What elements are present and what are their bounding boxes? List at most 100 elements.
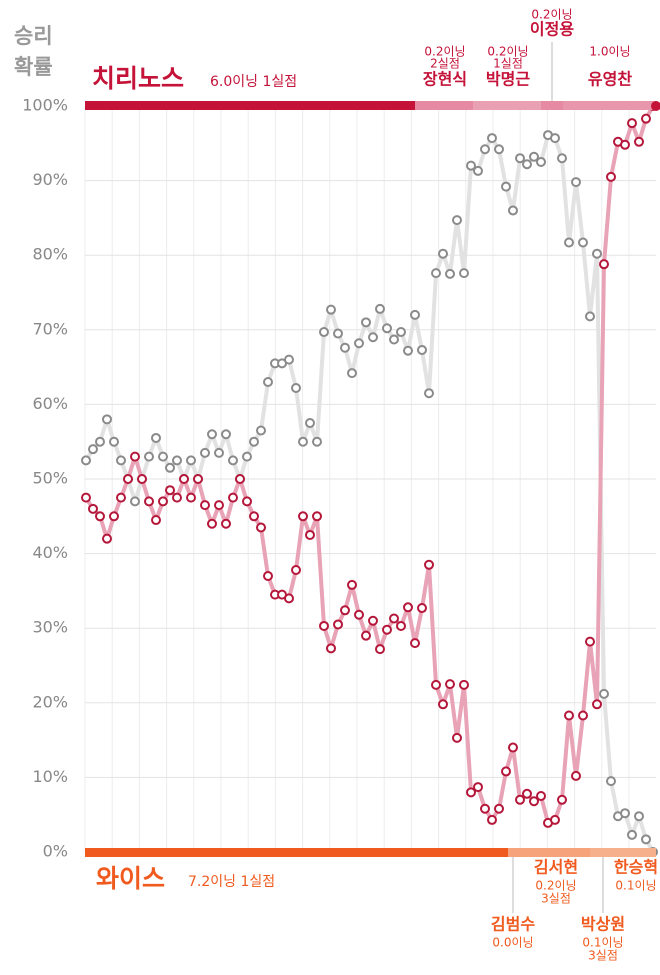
data-point bbox=[396, 327, 406, 338]
data-point bbox=[445, 679, 455, 690]
y-tick-label: 40% bbox=[32, 543, 68, 562]
data-point bbox=[158, 451, 168, 462]
data-point bbox=[438, 248, 448, 259]
y-tick-label: 70% bbox=[32, 319, 68, 338]
reliever-stats: 1.0이닝 bbox=[589, 45, 630, 59]
pitcher-bar bbox=[563, 101, 656, 110]
data-point bbox=[326, 304, 336, 315]
data-point bbox=[88, 503, 98, 514]
data-point bbox=[249, 436, 259, 447]
data-point bbox=[452, 732, 462, 743]
data-point bbox=[207, 518, 217, 529]
reliever-name: 김범수 bbox=[491, 915, 535, 934]
data-point bbox=[417, 603, 427, 614]
data-point bbox=[102, 533, 112, 544]
data-point bbox=[571, 177, 581, 188]
data-point bbox=[284, 354, 294, 365]
data-point bbox=[361, 317, 371, 328]
data-point bbox=[88, 444, 98, 455]
data-point bbox=[634, 811, 644, 822]
data-point bbox=[109, 436, 119, 447]
data-point bbox=[109, 511, 119, 522]
data-point bbox=[165, 462, 175, 473]
data-point bbox=[634, 136, 644, 147]
reliever-stats: 2실점 bbox=[430, 57, 460, 71]
reliever-stats: 0.2이닝 bbox=[535, 879, 576, 893]
data-point bbox=[480, 144, 490, 155]
data-point bbox=[641, 834, 651, 845]
data-point bbox=[263, 377, 273, 388]
data-point bbox=[95, 511, 105, 522]
y-tick-label: 20% bbox=[32, 692, 68, 711]
reliever-name: 박상원 bbox=[581, 915, 625, 934]
data-point bbox=[368, 615, 378, 626]
data-point bbox=[214, 500, 224, 511]
data-point bbox=[641, 113, 651, 124]
data-point bbox=[529, 151, 539, 162]
data-point bbox=[536, 156, 546, 167]
starter-stats: 6.0이닝 1실점 bbox=[210, 74, 297, 90]
y-tick-label: 10% bbox=[32, 767, 68, 786]
data-point bbox=[375, 644, 385, 655]
data-point bbox=[368, 332, 378, 343]
reliever-stats: 0.2이닝 bbox=[531, 8, 572, 22]
data-point bbox=[312, 436, 322, 447]
data-point bbox=[228, 455, 238, 466]
data-point bbox=[564, 237, 574, 248]
data-point bbox=[130, 496, 140, 507]
data-point bbox=[459, 268, 469, 279]
data-point bbox=[620, 808, 630, 819]
data-point bbox=[298, 436, 308, 447]
data-point bbox=[319, 620, 329, 631]
data-point bbox=[228, 492, 238, 503]
data-point bbox=[186, 492, 196, 503]
data-point bbox=[585, 636, 595, 647]
data-point bbox=[361, 630, 371, 641]
data-point bbox=[340, 605, 350, 616]
pitcher-bar bbox=[473, 101, 541, 110]
data-point bbox=[501, 181, 511, 192]
data-point bbox=[312, 511, 322, 522]
data-point bbox=[424, 559, 434, 570]
data-point bbox=[480, 803, 490, 814]
data-point bbox=[284, 593, 294, 604]
data-point bbox=[522, 159, 532, 170]
data-point bbox=[410, 638, 420, 649]
data-point bbox=[592, 699, 602, 710]
data-point bbox=[144, 496, 154, 507]
data-point bbox=[487, 814, 497, 825]
data-point bbox=[466, 160, 476, 171]
data-point bbox=[298, 511, 308, 522]
starter-name: 와이스 bbox=[96, 864, 165, 893]
reliever-name: 김서현 bbox=[534, 858, 578, 877]
data-point bbox=[403, 602, 413, 613]
data-point bbox=[263, 570, 273, 581]
data-point bbox=[214, 447, 224, 458]
data-point bbox=[417, 344, 427, 355]
data-point bbox=[382, 624, 392, 635]
reliever-stats: 0.2이닝 bbox=[487, 45, 528, 59]
data-point bbox=[487, 133, 497, 144]
pitcher-bar bbox=[85, 848, 508, 857]
data-point bbox=[627, 118, 637, 129]
data-point bbox=[445, 268, 455, 279]
data-point bbox=[424, 388, 434, 399]
data-point bbox=[186, 455, 196, 466]
data-point bbox=[515, 794, 525, 805]
data-point bbox=[95, 436, 105, 447]
data-point bbox=[144, 451, 154, 462]
data-point bbox=[459, 679, 469, 690]
data-point bbox=[158, 496, 168, 507]
y-tick-label: 0% bbox=[43, 842, 68, 861]
series-line bbox=[84, 133, 655, 853]
data-point bbox=[578, 237, 588, 248]
reliever-stats: 3실점 bbox=[588, 949, 618, 963]
data-point bbox=[438, 699, 448, 710]
data-point bbox=[578, 710, 588, 721]
data-point bbox=[326, 643, 336, 654]
data-point bbox=[585, 311, 595, 322]
y-tick-label: 90% bbox=[32, 170, 68, 189]
reliever-stats: 0.1이닝 bbox=[615, 879, 656, 893]
data-point bbox=[501, 766, 511, 777]
